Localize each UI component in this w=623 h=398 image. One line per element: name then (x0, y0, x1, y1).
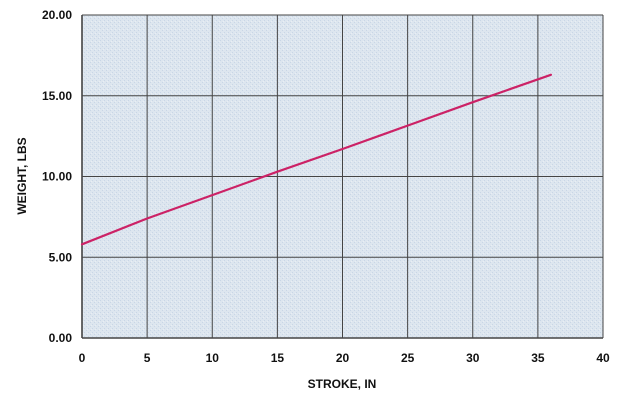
x-tick-label: 10 (206, 351, 220, 365)
y-axis-title: WEIGHT, LBS (15, 137, 29, 214)
y-tick-label: 0.00 (49, 331, 73, 345)
y-tick-label: 10.00 (42, 170, 72, 184)
x-axis-ticks: 0 5 10 15 20 25 30 35 40 (79, 351, 610, 365)
y-axis-ticks: 0.00 5.00 10.00 15.00 20.00 (42, 8, 72, 345)
x-tick-label: 20 (336, 351, 350, 365)
y-tick-label: 15.00 (42, 89, 72, 103)
x-tick-label: 40 (596, 351, 610, 365)
x-tick-label: 5 (144, 351, 151, 365)
x-tick-label: 35 (531, 351, 545, 365)
x-tick-label: 15 (271, 351, 285, 365)
x-tick-label: 0 (79, 351, 86, 365)
x-tick-label: 30 (466, 351, 480, 365)
x-tick-label: 25 (401, 351, 415, 365)
series-group (80, 73, 552, 246)
gridlines (81, 14, 604, 339)
x-axis-title: STROKE, IN (308, 377, 377, 391)
y-tick-label: 20.00 (42, 8, 72, 22)
series-line (80, 73, 552, 246)
y-tick-label: 5.00 (49, 250, 73, 264)
